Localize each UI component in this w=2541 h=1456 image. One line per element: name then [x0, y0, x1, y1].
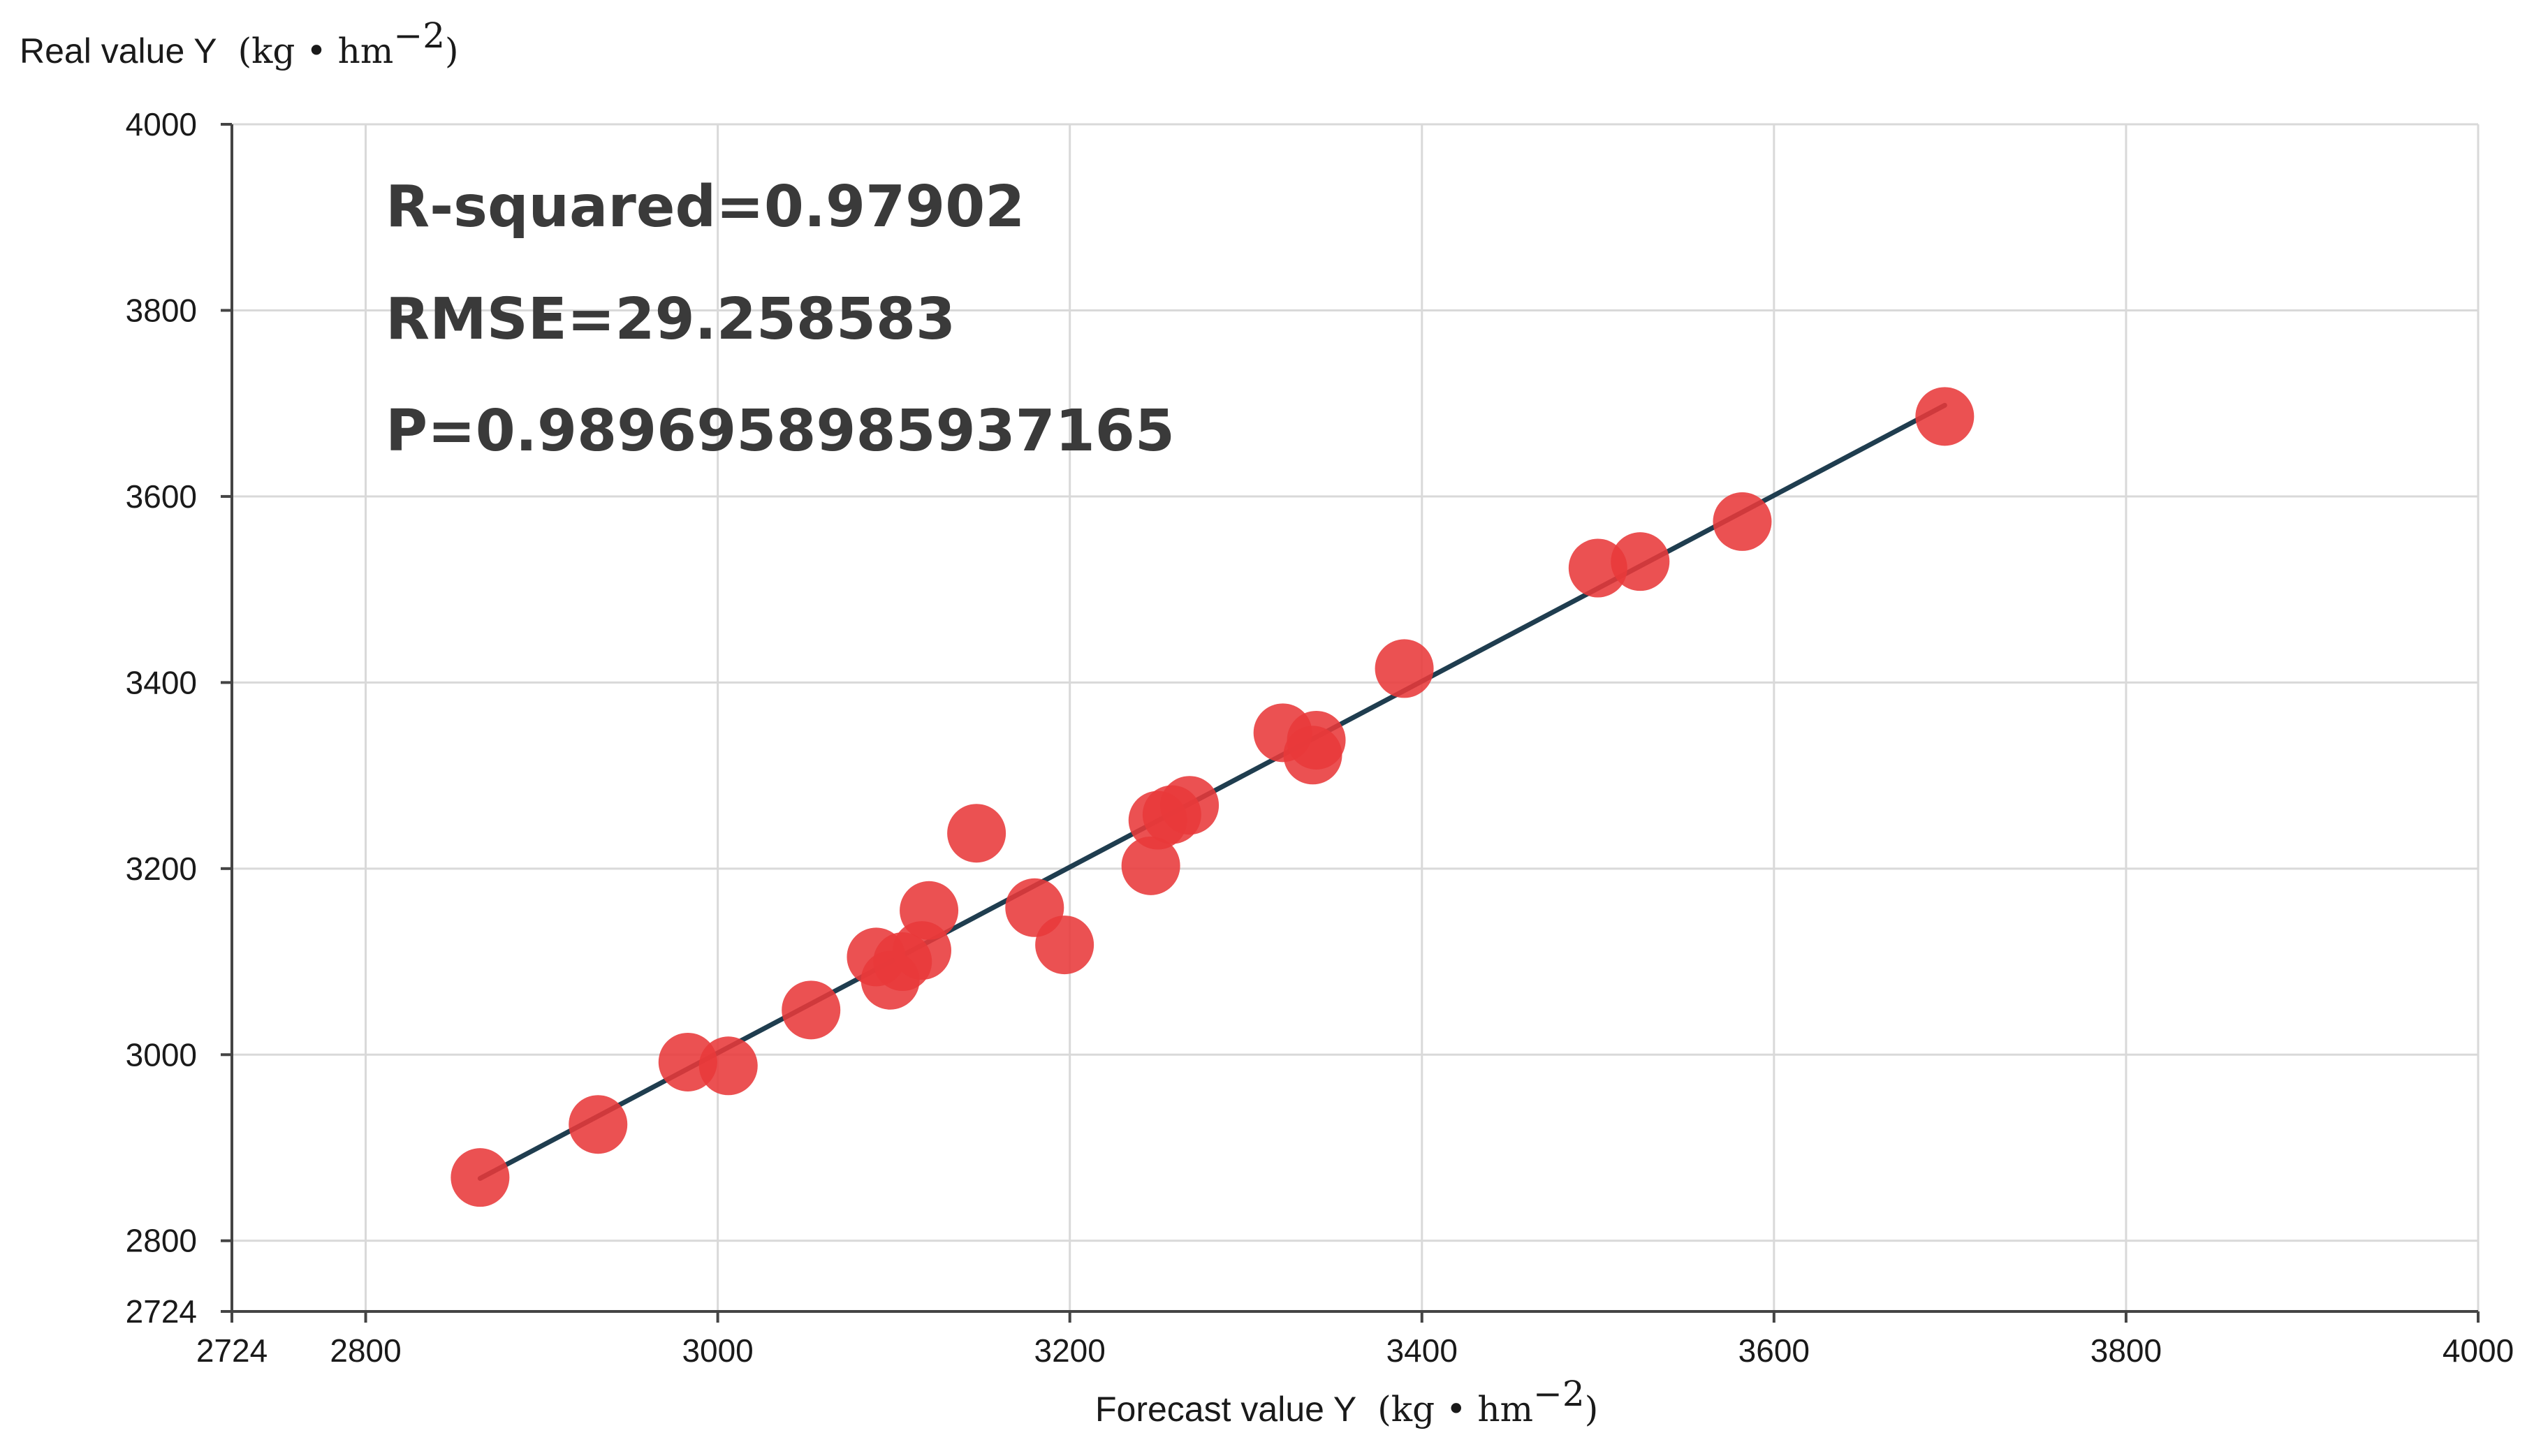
data-point	[1611, 532, 1670, 591]
stat-r-squared: R-squared=0.97902	[386, 174, 1025, 240]
grid-lines	[232, 123, 2480, 1311]
y-tick-label: 3600	[126, 478, 197, 515]
y-axis-unit-exp: −2	[393, 15, 445, 56]
x-tick-label: 3600	[1738, 1332, 1810, 1369]
x-tick-labels: 2724 2800 3000 3200 3400 3600 3800 4000	[196, 1332, 2514, 1369]
data-point	[451, 1148, 510, 1207]
y-tick-label: 3800	[126, 292, 197, 328]
data-point	[1287, 710, 1346, 770]
stat-p-value: P=0.9896958985937165	[386, 398, 1175, 464]
data-point	[782, 980, 841, 1040]
y-tick-label: 2724	[126, 1293, 197, 1330]
x-tick-label: 2800	[330, 1332, 401, 1369]
data-point	[1121, 836, 1180, 895]
x-tick-label: 3400	[1386, 1332, 1458, 1369]
y-tick-label: 3000	[126, 1036, 197, 1073]
x-tick-label: 3800	[2090, 1332, 2162, 1369]
data-point	[698, 1036, 758, 1096]
x-axis-unit: (kg • hm	[1377, 1389, 1533, 1429]
y-axis-unit: (kg • hm	[238, 31, 394, 71]
axes	[221, 123, 2480, 1323]
x-axis-label: Forecast value Y (kg • hm−2)	[1095, 1374, 1598, 1429]
data-point	[947, 804, 1006, 863]
x-tick-label: 3000	[682, 1332, 753, 1369]
y-tick-labels: 2724 2800 3000 3200 3400 3600 3800 4000	[126, 106, 197, 1330]
x-axis-unit-close: )	[1585, 1389, 1599, 1429]
data-point	[1375, 639, 1434, 698]
x-tick-label: 2724	[196, 1332, 268, 1369]
y-tick-label: 4000	[126, 106, 197, 142]
y-tick-label: 3400	[126, 664, 197, 700]
y-axis-label-text: Real value Y	[20, 31, 217, 71]
data-point	[900, 881, 959, 940]
x-tick-label: 3200	[1034, 1332, 1106, 1369]
x-axis-label-text: Forecast value Y	[1095, 1390, 1356, 1429]
x-axis-unit-exp: −2	[1533, 1374, 1585, 1414]
y-tick-label: 2800	[126, 1223, 197, 1259]
y-tick-label: 3200	[126, 851, 197, 887]
x-tick-label: 4000	[2443, 1332, 2514, 1369]
data-point	[1160, 776, 1220, 835]
y-axis-label: Real value Y (kg • hm−2)	[20, 15, 459, 71]
data-point	[569, 1095, 628, 1154]
data-points	[451, 387, 1975, 1207]
data-point	[1915, 387, 1975, 446]
data-point	[1713, 492, 1772, 551]
y-axis-unit-close: )	[445, 31, 459, 71]
data-point	[1035, 915, 1094, 975]
stat-rmse: RMSE=29.258583	[386, 286, 955, 353]
